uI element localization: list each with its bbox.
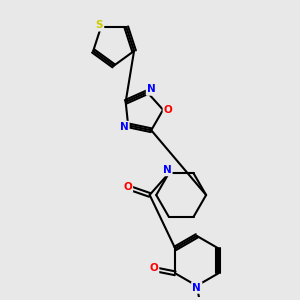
Text: N: N bbox=[192, 283, 201, 292]
Text: S: S bbox=[95, 20, 103, 30]
Text: O: O bbox=[149, 263, 158, 273]
Text: N: N bbox=[120, 122, 128, 132]
Text: O: O bbox=[123, 182, 132, 192]
Text: O: O bbox=[164, 105, 172, 115]
Text: N: N bbox=[163, 165, 171, 175]
Text: N: N bbox=[147, 85, 156, 94]
